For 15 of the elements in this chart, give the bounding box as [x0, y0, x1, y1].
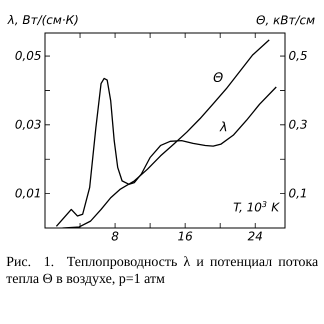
x-axis-title: T, 10$^{3}$ K — [234, 201, 280, 213]
series-label: Θ — [214, 72, 223, 82]
text: Рис. 1. Теплопроводность λ и потенциал потока тепла Θ в воздухе, p=1 атм — [6, 256, 318, 286]
x-tick-label: 8 — [112, 232, 118, 241]
y-axis-title: λ, Вт/(см·К) — [7, 14, 78, 26]
y-tick-label: 0,03 — [15, 120, 41, 130]
y2-tick-label: 0,1 — [289, 188, 306, 199]
y-tick-label: 0,01 — [15, 188, 40, 199]
y2-tick-label: 0,5 — [289, 50, 307, 62]
y-tick-label: 0,05 — [15, 50, 41, 62]
x-tick-label: 16 — [178, 232, 192, 241]
y2-axis-title: Θ, кВт/см — [256, 15, 315, 26]
series-label: λ — [219, 121, 226, 132]
x-tick-label: 24 — [248, 232, 262, 240]
y2-tick-label: 0,3 — [289, 120, 307, 130]
